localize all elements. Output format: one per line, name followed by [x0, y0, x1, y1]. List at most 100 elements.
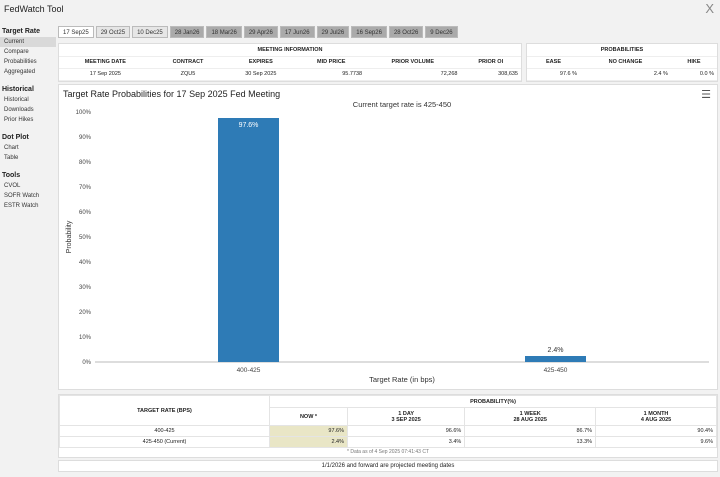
- tab-meeting[interactable]: 17 Jun26: [279, 26, 315, 38]
- tab-meeting[interactable]: 29 Jul26: [316, 26, 350, 38]
- meeting-tabs: 17 Sep25 29 Oct25 10 Dec25 28 Jan26 18 M…: [58, 26, 458, 38]
- col-hike: HIKE: [670, 56, 717, 69]
- col-contract: CONTRACT: [151, 56, 225, 69]
- month-cell: 9.6%: [595, 436, 717, 448]
- probabilities-header: PROBABILITIES: [527, 44, 717, 57]
- day-cell: 3.4%: [347, 436, 466, 448]
- data-timestamp-note: * Data as of 4 Sep 2025 07:41:43 CT: [347, 449, 429, 455]
- sidebar-item-historical[interactable]: Historical: [4, 97, 29, 103]
- y-tick-label: 50%: [79, 235, 92, 241]
- col-prior-oi: PRIOR OI: [460, 56, 521, 69]
- x-tick-label: 400-425: [237, 367, 261, 374]
- y-tick-label: 80%: [79, 160, 92, 166]
- col-1-month-label: 1 MONTH: [643, 410, 669, 417]
- tab-meeting[interactable]: 28 Jan26: [169, 26, 205, 38]
- prior-oi-value: 308,635: [460, 68, 521, 81]
- sidebar-item-aggregated[interactable]: Aggregated: [4, 69, 36, 75]
- week-cell: 86.7%: [464, 425, 597, 437]
- col-meeting-date: MEETING DATE: [59, 56, 152, 69]
- sidebar-item-current[interactable]: Current: [0, 37, 56, 47]
- col-ease: EASE: [527, 56, 581, 69]
- ease-value: 97.6 %: [527, 68, 581, 81]
- rate-cell: 400-425: [59, 425, 270, 437]
- footer-note: 1/1/2026 and forward are projected meeti…: [58, 460, 718, 472]
- col-1-week: 1 WEEK 28 AUG 2025: [464, 407, 597, 426]
- tab-meeting[interactable]: 17 Sep25: [58, 26, 94, 38]
- sidebar-item-cvol[interactable]: CVOL: [4, 183, 21, 189]
- meeting-date-value: 17 Sep 2025: [59, 68, 152, 81]
- x-tick-label: 425-450: [544, 367, 568, 374]
- sidebar-item-table[interactable]: Table: [4, 155, 19, 161]
- tab-meeting[interactable]: 9 Dec26: [425, 26, 458, 38]
- probability-history-panel: TARGET RATE (BPS) PROBABILITY(%) NOW * 1…: [58, 394, 718, 458]
- hike-value: 0.0 %: [670, 68, 717, 81]
- chart-panel: Target Rate Probabilities for 17 Sep 202…: [58, 84, 718, 390]
- col-expires: EXPIRES: [224, 56, 298, 69]
- col-prior-volume: PRIOR VOLUME: [365, 56, 461, 69]
- close-icon[interactable]: X: [705, 1, 714, 16]
- col-1-day-label: 1 DAY: [398, 410, 414, 417]
- tab-meeting[interactable]: 18 Mar26: [206, 26, 242, 38]
- y-tick-label: 100%: [76, 110, 92, 116]
- probability-chart: Current target rate is 425-450 0% 10% 20% 30…: [66, 100, 709, 384]
- col-now: NOW *: [268, 407, 349, 426]
- hamburger-icon[interactable]: ☰: [701, 89, 711, 101]
- col-1-month: 1 MONTH 4 AUG 2025: [595, 407, 717, 426]
- now-cell: 97.6%: [268, 425, 349, 437]
- col-now-label: NOW *: [299, 413, 318, 420]
- y-tick-label: 40%: [79, 260, 92, 266]
- col-1-day: 1 DAY 3 SEP 2025: [347, 407, 466, 426]
- tab-meeting[interactable]: 29 Apr26: [243, 26, 278, 38]
- y-tick-label: 30%: [79, 285, 92, 291]
- sidebar-item-sofr-watch[interactable]: SOFR Watch: [4, 193, 40, 199]
- chart-title: Target Rate Probabilities for 17 Sep 202…: [63, 89, 281, 99]
- col-1-month-date: 4 AUG 2025: [640, 416, 672, 423]
- sidebar-heading-target-rate: Target Rate: [2, 28, 40, 35]
- bar: [218, 118, 279, 362]
- data-label: 97.6%: [239, 122, 259, 129]
- tab-meeting[interactable]: 16 Sep26: [351, 26, 387, 38]
- data-label: 2.4%: [548, 347, 564, 354]
- now-cell: 2.4%: [268, 436, 349, 448]
- sidebar-item-chart[interactable]: Chart: [4, 145, 19, 151]
- tab-meeting[interactable]: 28 Oct26: [388, 26, 424, 38]
- mid-price-value: 95.7738: [297, 68, 366, 81]
- contract-value: ZQU5: [151, 68, 225, 81]
- prior-volume-value: 72,268: [365, 68, 461, 81]
- sidebar-heading-dot-plot: Dot Plot: [2, 134, 29, 141]
- table-row: 400-425 97.6% 96.6% 86.7% 90.4%: [59, 425, 717, 437]
- sidebar-item-compare[interactable]: Compare: [4, 49, 29, 55]
- sidebar-heading-historical: Historical: [2, 86, 34, 93]
- col-target-rate: TARGET RATE (BPS): [59, 395, 270, 426]
- rate-cell: 425-450 (Current): [59, 436, 270, 448]
- meeting-info-header: MEETING INFORMATION: [59, 44, 521, 57]
- y-tick-label: 60%: [79, 210, 92, 216]
- table-row: 425-450 (Current) 2.4% 3.4% 13.3% 9.6%: [59, 436, 717, 448]
- y-tick-label: 70%: [79, 185, 92, 191]
- y-tick-label: 90%: [79, 135, 92, 141]
- no-change-value: 2.4 %: [580, 68, 671, 81]
- col-mid-price: MID PRICE: [297, 56, 366, 69]
- meeting-info-panel: MEETING INFORMATION MEETING DATE CONTRAC…: [58, 43, 522, 82]
- sidebar-item-estr-watch[interactable]: ESTR Watch: [4, 203, 39, 209]
- y-axis-title: Probability: [66, 220, 73, 253]
- sidebar-item-probabilities[interactable]: Probabilities: [4, 59, 37, 65]
- col-1-day-date: 3 SEP 2025: [391, 416, 421, 423]
- sidebar-heading-tools: Tools: [2, 172, 21, 179]
- col-no-change: NO CHANGE: [580, 56, 671, 69]
- y-tick-label: 10%: [79, 335, 92, 341]
- sidebar-item-prior-hikes[interactable]: Prior Hikes: [4, 117, 34, 123]
- app-title: FedWatch Tool: [4, 4, 64, 14]
- y-tick-label: 20%: [79, 310, 92, 316]
- y-tick-label: 0%: [82, 360, 91, 366]
- col-1-week-date: 28 AUG 2025: [513, 416, 547, 423]
- sidebar-item-downloads[interactable]: Downloads: [4, 107, 34, 113]
- tab-meeting[interactable]: 10 Dec25: [132, 26, 168, 38]
- col-probability: PROBABILITY(%): [269, 395, 717, 408]
- col-1-week-label: 1 WEEK: [519, 410, 541, 417]
- tab-meeting[interactable]: 29 Oct25: [95, 26, 131, 38]
- probabilities-panel: PROBABILITIES EASE NO CHANGE HIKE 97.6 %…: [526, 43, 718, 82]
- title-bar: FedWatch Tool X: [0, 0, 720, 20]
- month-cell: 90.4%: [595, 425, 717, 437]
- bar: [525, 356, 586, 362]
